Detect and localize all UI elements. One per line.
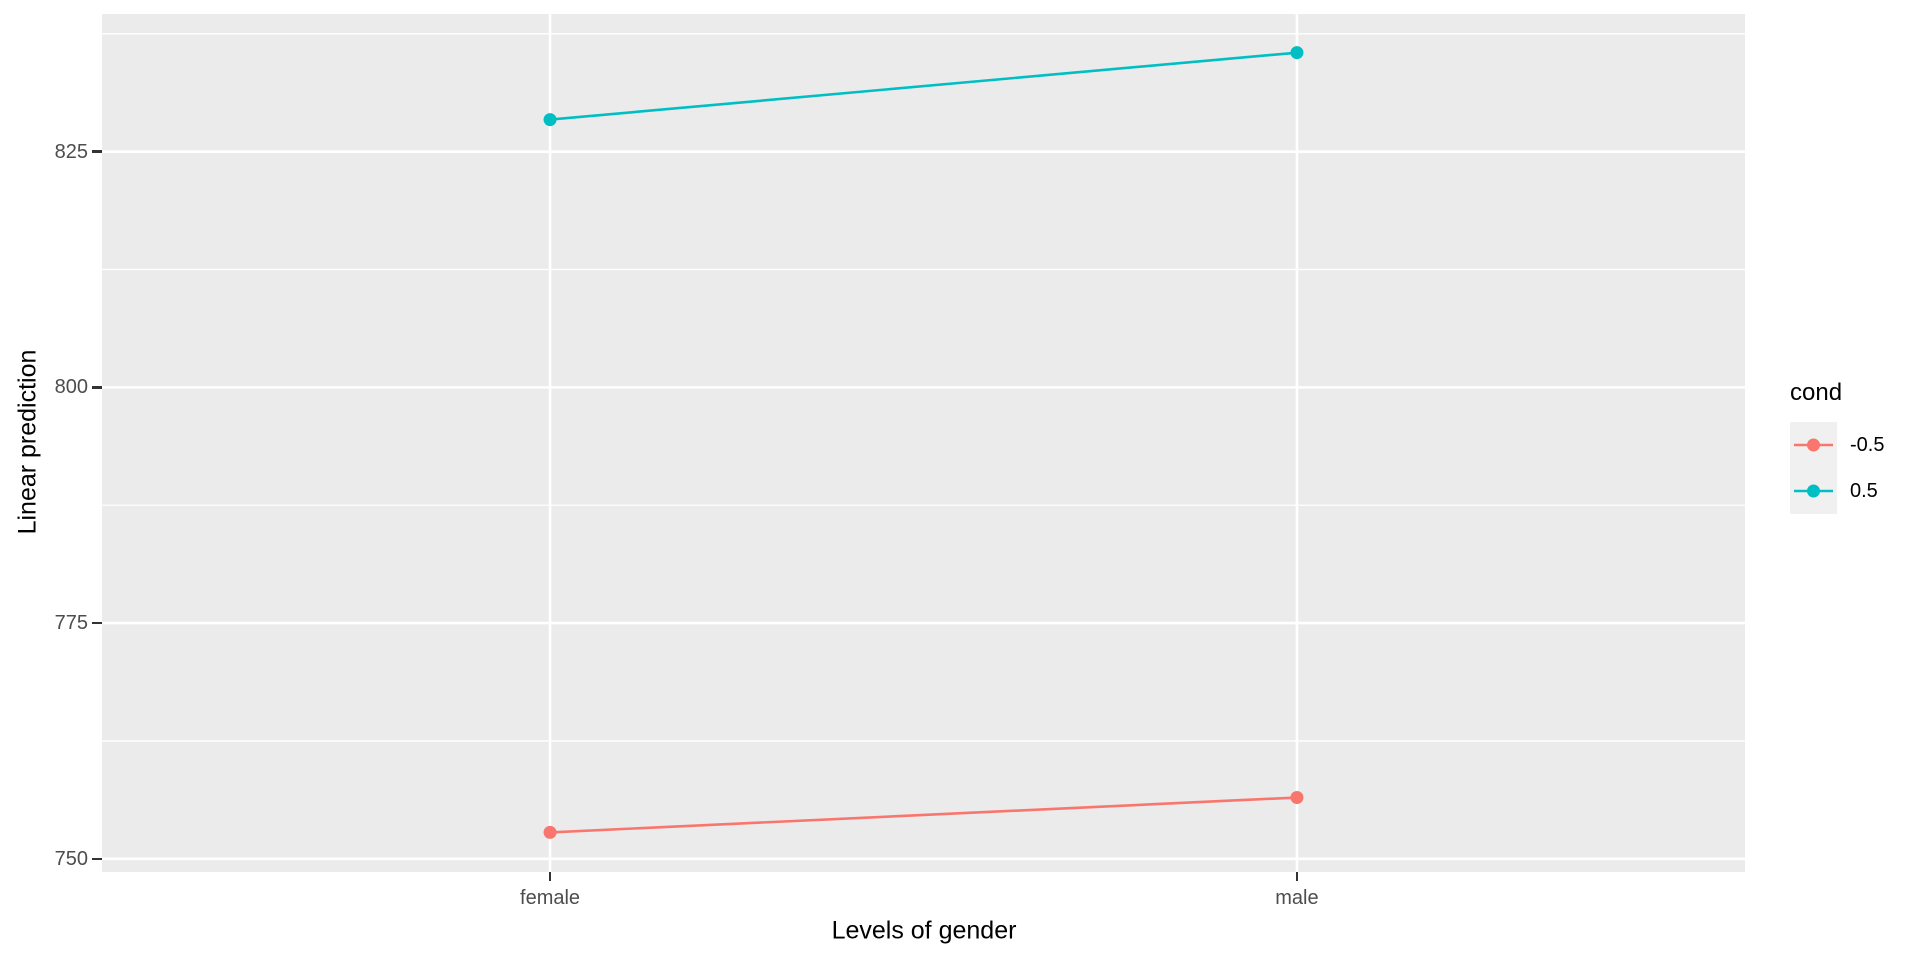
y-tick-mark [92,150,102,153]
legend-key-point [1807,438,1820,452]
y-tick-label: 750 [54,847,88,870]
data-point [543,113,557,127]
legend-key-point [1807,484,1820,498]
plot-panel [102,14,1745,872]
legend-label: -0.5 [1850,433,1885,456]
legend-title: cond [1790,379,1843,406]
legend: cond -0.5 0.5 [1790,379,1884,514]
x-tick-mark [1295,872,1299,881]
plot-area [102,14,1745,872]
y-tick-mark [92,621,102,625]
y-tick-label: 800 [54,376,88,399]
y-tick-mark [92,386,102,389]
series-line [549,51,1298,121]
legend-key-swatch [1790,422,1837,468]
x-tick-label: male [1275,887,1319,909]
data-point [1290,791,1304,805]
legend-label: 0.5 [1850,479,1878,502]
x-axis-title: Levels of gender [831,916,1017,945]
data-point [543,825,557,839]
y-tick-label: 825 [54,140,88,163]
legend-key-swatch [1790,468,1837,514]
data-point [1290,46,1304,60]
y-tick-label: 775 [54,612,88,635]
x-tick-label: female [520,887,581,909]
legend-entries: -0.5 0.5 [1790,422,1884,514]
x-tick-mark [548,872,552,881]
y-axis-title: Linear prediction [13,349,42,535]
y-tick-mark [92,857,102,861]
legend-entry: 0.5 [1790,468,1884,514]
series-line [549,796,1298,834]
legend-entry: -0.5 [1790,422,1884,468]
